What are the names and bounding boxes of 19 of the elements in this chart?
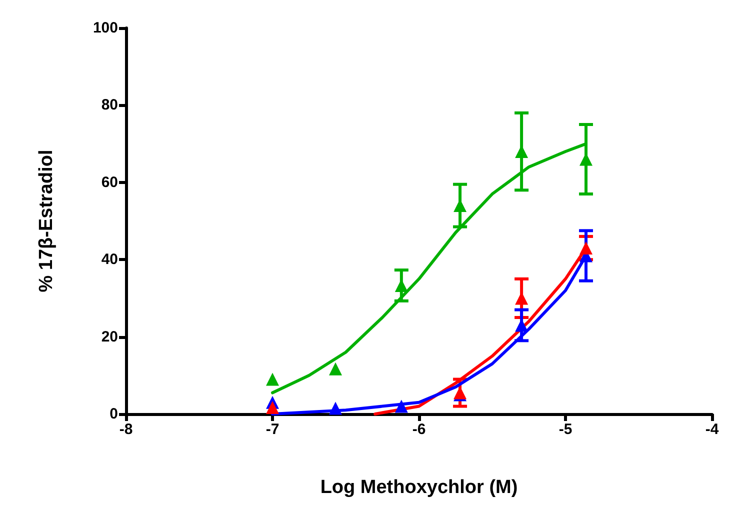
x-tick-label: -5 <box>558 421 572 438</box>
point <box>394 400 408 413</box>
y-tick-label: 80 <box>101 96 118 114</box>
y-tick-label: 0 <box>110 406 118 422</box>
y-tick-label: 100 <box>92 20 118 36</box>
y-tick-label: 20 <box>101 328 118 346</box>
point <box>328 362 342 376</box>
point <box>328 402 342 415</box>
point <box>266 372 279 386</box>
point <box>580 242 593 255</box>
point <box>266 400 279 414</box>
x-tick-label: -7 <box>266 421 280 438</box>
x-axis-title: Log Methoxychlor (M) <box>320 477 518 498</box>
y-tick-label: 40 <box>101 251 118 268</box>
x-tick-label: -4 <box>705 421 720 438</box>
y-tick-label: 60 <box>101 174 118 191</box>
x-tick-label: -8 <box>119 421 133 438</box>
x-tick-label: -6 <box>412 421 426 438</box>
y-axis-title: % 17β-Estradiol <box>36 150 57 292</box>
